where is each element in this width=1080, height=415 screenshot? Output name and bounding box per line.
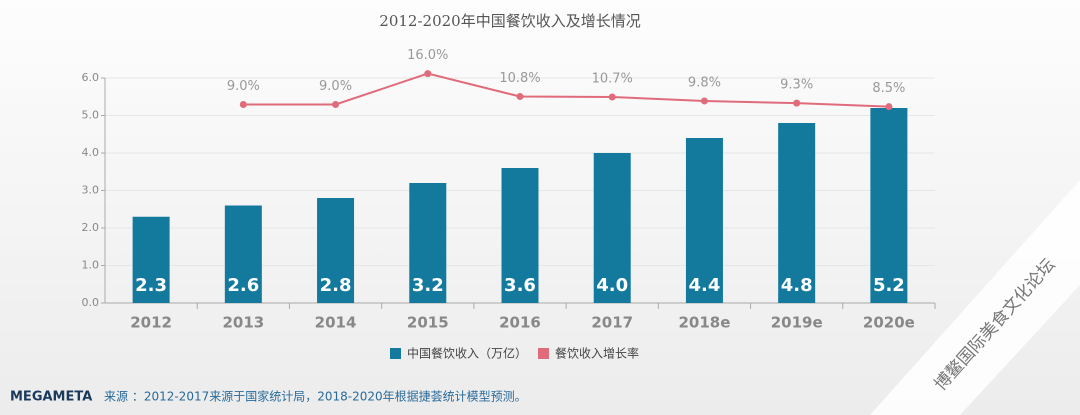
legend-swatch xyxy=(538,348,549,359)
data-label: 10.7% xyxy=(592,71,633,86)
data-label: 2.8 xyxy=(320,275,352,296)
bar xyxy=(593,153,631,303)
bar xyxy=(224,205,262,303)
data-label: 2.6 xyxy=(227,275,259,296)
x-tick-label: 2012 xyxy=(130,314,172,332)
data-label: 2.3 xyxy=(135,275,167,296)
y-tick-label: 5.0 xyxy=(82,109,100,122)
bar xyxy=(409,183,447,303)
point xyxy=(793,99,801,107)
point xyxy=(885,103,893,111)
x-tick-label: 2013 xyxy=(222,314,264,332)
data-label: 9.8% xyxy=(688,75,721,90)
watermark-band xyxy=(870,180,1080,415)
y-tick-label: 6.0 xyxy=(82,71,100,84)
y-tick-label: 4.0 xyxy=(82,146,100,159)
x-tick-label: 2019e xyxy=(771,314,823,332)
legend-label: 中国餐饮收入（万亿） xyxy=(407,346,527,361)
point xyxy=(239,100,247,108)
data-label: 16.0% xyxy=(407,48,448,63)
bar xyxy=(317,198,355,303)
data-label: 3.2 xyxy=(412,275,444,296)
bar xyxy=(132,216,170,303)
x-tick-label: 2018e xyxy=(678,314,730,332)
bar xyxy=(870,108,908,303)
data-label: 4.4 xyxy=(688,275,720,296)
y-tick-label: 2.0 xyxy=(82,221,100,234)
legend-swatch xyxy=(390,348,401,359)
x-tick-label: 2015 xyxy=(407,314,449,332)
y-tick-label: 3.0 xyxy=(82,184,100,197)
x-tick-label: 2016 xyxy=(499,314,541,332)
source: 来源 ：2012-2017来源于国家统计局，2018-2020年根据捷荟统计模型… xyxy=(104,389,527,404)
bar xyxy=(501,168,539,303)
point xyxy=(608,93,616,101)
data-label: 9.3% xyxy=(780,78,813,93)
x-tick-label: 2014 xyxy=(315,314,357,332)
bar xyxy=(685,138,723,303)
legend-label: 餐饮收入增长率 xyxy=(555,346,639,361)
data-label: 9.0% xyxy=(319,79,352,94)
point xyxy=(700,97,708,105)
data-label: 3.6 xyxy=(504,275,536,296)
point xyxy=(332,100,340,108)
data-label: 8.5% xyxy=(872,81,905,96)
point xyxy=(424,70,432,78)
data-label: 4.8 xyxy=(781,275,813,296)
data-label: 9.0% xyxy=(227,79,260,94)
point xyxy=(516,93,524,101)
x-tick-label: 2020e xyxy=(863,314,915,332)
line xyxy=(243,72,889,108)
data-label: 10.8% xyxy=(499,71,540,86)
chart-title: 2012-2020年中国餐饮收入及增长情况 xyxy=(379,12,640,30)
data-label: 5.2 xyxy=(873,275,905,296)
data-label: 4.0 xyxy=(596,275,628,296)
x-tick-label: 2017 xyxy=(591,314,633,332)
y-tick-label: 1.0 xyxy=(82,259,100,272)
y-tick-label: 0.0 xyxy=(82,296,100,309)
logo: MEGAMETA xyxy=(10,390,92,405)
bar xyxy=(778,123,816,303)
